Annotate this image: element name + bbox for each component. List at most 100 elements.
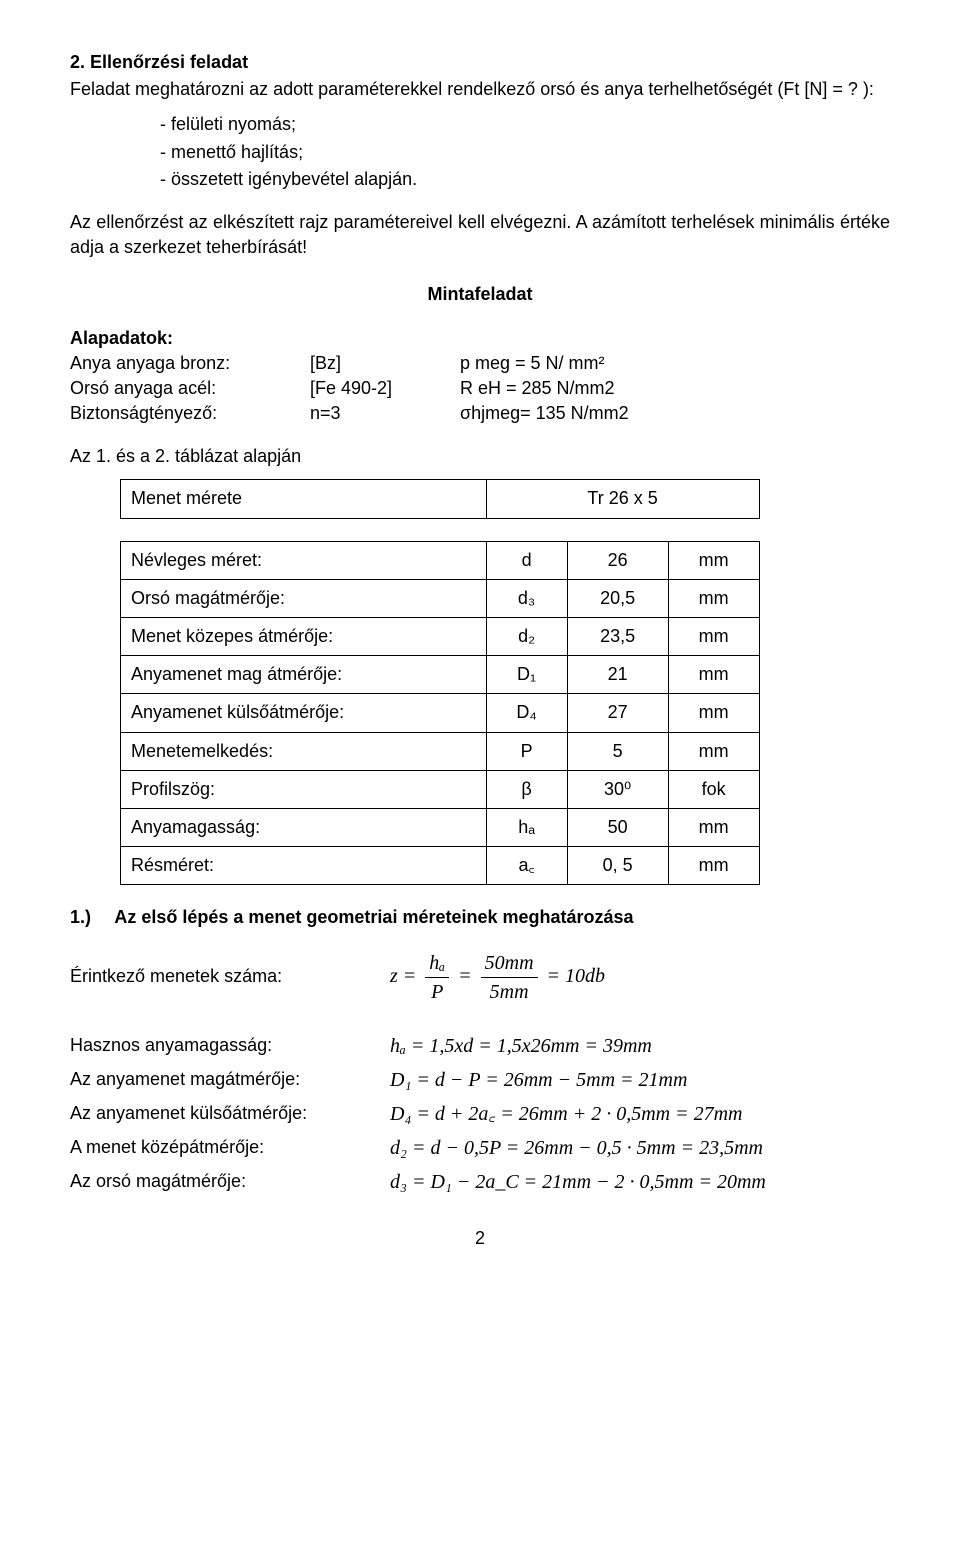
row-unit: mm xyxy=(668,694,759,732)
bullet-item: - felületi nyomás; xyxy=(160,112,890,137)
eq-label: Az anyamenet magátmérője: xyxy=(70,1067,390,1092)
eq-line: Hasznos anyamagasság: hₐ = 1,5xd = 1,5x2… xyxy=(70,1032,890,1060)
section-title: 2. Ellenőrzési feladat xyxy=(70,50,890,75)
frac-top: 50mm xyxy=(481,949,538,978)
section-2: 2. Ellenőrzési feladat Feladat meghatáro… xyxy=(70,50,890,260)
row-unit: mm xyxy=(668,732,759,770)
eq-line: A menet középátmérője: d₂ = d − 0,5P = 2… xyxy=(70,1134,890,1162)
row-unit: mm xyxy=(668,847,759,885)
base-data-label: Anya anyaga bronz: xyxy=(70,351,310,376)
row-name: Anyamenet külsőátmérője: xyxy=(121,694,487,732)
base-data-row: Orsó anyaga acél: [Fe 490-2] R eH = 285 … xyxy=(70,376,890,401)
step1-text: Az első lépés a menet geometriai méretei… xyxy=(114,907,633,927)
row-unit: fok xyxy=(668,770,759,808)
table-row: Résméret: a꜀ 0, 5 mm xyxy=(121,847,760,885)
row-unit: mm xyxy=(668,808,759,846)
row-sym: d xyxy=(486,541,567,579)
eq-label: Hasznos anyamagasság: xyxy=(70,1033,390,1058)
row-name: Résméret: xyxy=(121,847,487,885)
table-row: Menet közepes átmérője: d₂ 23,5 mm xyxy=(121,618,760,656)
row-val: 5 xyxy=(567,732,668,770)
contact-label: Érintkező menetek száma: xyxy=(70,964,390,989)
row-sym: d₂ xyxy=(486,618,567,656)
base-data-label: Biztonságtényező: xyxy=(70,401,310,426)
table-row: Anyamagasság: hₐ 50 mm xyxy=(121,808,760,846)
table-row: Menetemelkedés: P 5 mm xyxy=(121,732,760,770)
table-header-row: Menet mérete Tr 26 x 5 xyxy=(121,480,760,518)
z-frac1: hₐ P xyxy=(425,949,449,1006)
eq-line: Az anyamenet magátmérője: D₁ = d − P = 2… xyxy=(70,1066,890,1094)
row-val: 27 xyxy=(567,694,668,732)
z-rhs: = 10db xyxy=(547,965,606,987)
row-unit: mm xyxy=(668,618,759,656)
eq-expr: D₁ = d − P = 26mm − 5mm = 21mm xyxy=(390,1066,687,1094)
row-sym: P xyxy=(486,732,567,770)
base-data-label: Orsó anyaga acél: xyxy=(70,376,310,401)
contact-threads: Érintkező menetek száma: z = hₐ P = 50mm… xyxy=(70,949,890,1006)
table-row: Anyamenet mag átmérője: D₁ 21 mm xyxy=(121,656,760,694)
base-data-row: Anya anyaga bronz: [Bz] p meg = 5 N/ mm² xyxy=(70,351,890,376)
eq-line: Az orsó magátmérője: d₃ = D₁ − 2a_C = 21… xyxy=(70,1168,890,1196)
table-spacer xyxy=(121,518,760,541)
base-data-row: Biztonságtényező: n=3 σhjmeg= 135 N/mm2 xyxy=(70,401,890,426)
row-sym: D₄ xyxy=(486,694,567,732)
row-unit: mm xyxy=(668,579,759,617)
row-val: 21 xyxy=(567,656,668,694)
eq-expr: d₃ = D₁ − 2a_C = 21mm − 2 · 0,5mm = 20mm xyxy=(390,1168,766,1196)
row-val: 30⁰ xyxy=(567,770,668,808)
eq-label: A menet középátmérője: xyxy=(70,1135,390,1160)
step1-num: 1.) xyxy=(70,905,110,930)
thread-table: Menet mérete Tr 26 x 5 Névleges méret: d… xyxy=(120,479,760,885)
base-data-code: [Fe 490-2] xyxy=(310,376,460,401)
example-heading: Mintafeladat xyxy=(70,282,890,307)
z-equation: z = hₐ P = 50mm 5mm = 10db xyxy=(390,949,605,1006)
bullet-item: - összetett igénybevétel alapján. xyxy=(160,167,890,192)
base-data-code: n=3 xyxy=(310,401,460,426)
row-name: Menetemelkedés: xyxy=(121,732,487,770)
base-data-val: p meg = 5 N/ mm² xyxy=(460,351,890,376)
z-frac2: 50mm 5mm xyxy=(481,949,538,1006)
eq-line: Az anyamenet külsőátmérője: D₄ = d + 2a꜀… xyxy=(70,1100,890,1128)
table-row: Névleges méret: d 26 mm xyxy=(121,541,760,579)
row-sym: β xyxy=(486,770,567,808)
table-header-value: Tr 26 x 5 xyxy=(486,480,759,518)
row-name: Orsó magátmérője: xyxy=(121,579,487,617)
row-name: Névleges méret: xyxy=(121,541,487,579)
row-name: Menet közepes átmérője: xyxy=(121,618,487,656)
eq-expr: hₐ = 1,5xd = 1,5x26mm = 39mm xyxy=(390,1032,652,1060)
row-sym: a꜀ xyxy=(486,847,567,885)
table-intro: Az 1. és a 2. táblázat alapján xyxy=(70,444,890,469)
row-name: Anyamagasság: xyxy=(121,808,487,846)
row-unit: mm xyxy=(668,656,759,694)
eq-label: Az anyamenet külsőátmérője: xyxy=(70,1101,390,1126)
frac-bot: 5mm xyxy=(481,978,538,1006)
table-row: Anyamenet külsőátmérője: D₄ 27 mm xyxy=(121,694,760,732)
bullet-item: - menettő hajlítás; xyxy=(160,140,890,165)
base-data-heading: Alapadatok: xyxy=(70,326,890,351)
row-sym: D₁ xyxy=(486,656,567,694)
row-val: 0, 5 xyxy=(567,847,668,885)
frac-top: hₐ xyxy=(425,949,449,978)
row-name: Profilszög: xyxy=(121,770,487,808)
z-mid: = xyxy=(458,965,472,987)
section-note: Az ellenőrzést az elkészített rajz param… xyxy=(70,210,890,260)
row-sym: d₃ xyxy=(486,579,567,617)
table-row: Orsó magátmérője: d₃ 20,5 mm xyxy=(121,579,760,617)
base-data-val: R eH = 285 N/mm2 xyxy=(460,376,890,401)
row-val: 26 xyxy=(567,541,668,579)
eq-expr: d₂ = d − 0,5P = 26mm − 0,5 · 5mm = 23,5m… xyxy=(390,1134,763,1162)
z-lhs: z = xyxy=(390,965,416,987)
eq-label: Az orsó magátmérője: xyxy=(70,1169,390,1194)
row-val: 50 xyxy=(567,808,668,846)
table-row: Profilszög: β 30⁰ fok xyxy=(121,770,760,808)
base-data: Alapadatok: Anya anyaga bronz: [Bz] p me… xyxy=(70,326,890,427)
bullet-list: - felületi nyomás; - menettő hajlítás; -… xyxy=(160,112,890,192)
row-sym: hₐ xyxy=(486,808,567,846)
row-val: 20,5 xyxy=(567,579,668,617)
table-header-label: Menet mérete xyxy=(121,480,487,518)
base-data-code: [Bz] xyxy=(310,351,460,376)
base-data-val: σhjmeg= 135 N/mm2 xyxy=(460,401,890,426)
step1-title: 1.) Az első lépés a menet geometriai mér… xyxy=(70,905,890,930)
row-name: Anyamenet mag átmérője: xyxy=(121,656,487,694)
frac-bot: P xyxy=(425,978,449,1006)
